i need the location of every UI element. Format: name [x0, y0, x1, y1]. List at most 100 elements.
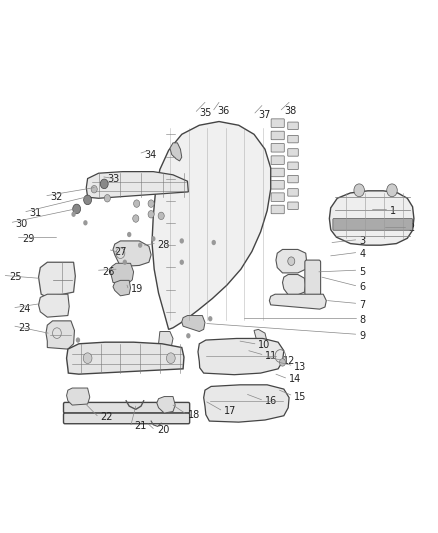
Text: 6: 6 — [359, 282, 365, 292]
Circle shape — [387, 184, 397, 197]
FancyBboxPatch shape — [333, 219, 413, 230]
Text: 28: 28 — [158, 240, 170, 250]
Circle shape — [73, 204, 81, 214]
Circle shape — [288, 257, 295, 265]
Circle shape — [76, 337, 80, 343]
Text: 3: 3 — [359, 237, 365, 246]
Circle shape — [208, 316, 212, 321]
Polygon shape — [113, 280, 131, 296]
Circle shape — [100, 179, 108, 189]
Polygon shape — [110, 263, 134, 284]
Circle shape — [279, 359, 286, 366]
Circle shape — [134, 200, 140, 207]
Polygon shape — [329, 191, 414, 245]
FancyBboxPatch shape — [64, 413, 190, 424]
Text: 21: 21 — [134, 422, 147, 431]
Text: 31: 31 — [29, 208, 42, 218]
FancyBboxPatch shape — [288, 162, 298, 169]
Text: 23: 23 — [18, 323, 31, 333]
Circle shape — [138, 243, 142, 248]
Text: 17: 17 — [224, 407, 237, 416]
Polygon shape — [254, 329, 267, 349]
FancyBboxPatch shape — [305, 260, 321, 295]
Polygon shape — [152, 122, 271, 329]
Text: 12: 12 — [283, 357, 296, 366]
FancyBboxPatch shape — [288, 122, 298, 130]
Circle shape — [83, 353, 92, 364]
Circle shape — [166, 353, 175, 364]
Polygon shape — [159, 332, 173, 351]
Text: 24: 24 — [18, 304, 31, 314]
Text: 26: 26 — [102, 267, 114, 277]
Polygon shape — [86, 172, 188, 198]
Circle shape — [127, 232, 131, 237]
Text: 4: 4 — [359, 249, 365, 259]
Text: 25: 25 — [9, 272, 21, 282]
Text: 11: 11 — [265, 351, 278, 361]
Polygon shape — [283, 274, 306, 295]
Text: 18: 18 — [188, 410, 201, 419]
Polygon shape — [269, 294, 326, 309]
FancyBboxPatch shape — [64, 402, 190, 413]
Text: 16: 16 — [265, 397, 277, 406]
Polygon shape — [113, 241, 151, 266]
Text: 22: 22 — [101, 413, 113, 422]
Polygon shape — [276, 249, 307, 273]
Circle shape — [186, 333, 191, 338]
Text: 38: 38 — [285, 107, 297, 116]
Text: 19: 19 — [131, 285, 144, 294]
Circle shape — [84, 195, 92, 205]
FancyBboxPatch shape — [271, 193, 284, 201]
Polygon shape — [198, 338, 284, 375]
Text: 1: 1 — [390, 206, 396, 215]
FancyBboxPatch shape — [271, 131, 284, 140]
Text: 29: 29 — [22, 234, 34, 244]
FancyBboxPatch shape — [288, 202, 298, 209]
Text: 35: 35 — [200, 108, 212, 118]
Circle shape — [71, 212, 76, 217]
FancyBboxPatch shape — [271, 156, 284, 164]
Text: 30: 30 — [16, 219, 28, 229]
Text: 33: 33 — [107, 174, 120, 183]
FancyBboxPatch shape — [271, 168, 284, 177]
Text: 5: 5 — [359, 267, 365, 277]
Polygon shape — [46, 321, 74, 349]
FancyBboxPatch shape — [288, 175, 298, 183]
Polygon shape — [67, 342, 184, 374]
Circle shape — [180, 260, 184, 265]
Text: 15: 15 — [294, 392, 307, 401]
Circle shape — [91, 185, 97, 193]
Text: 9: 9 — [359, 331, 365, 341]
Polygon shape — [204, 385, 289, 422]
Text: 36: 36 — [217, 107, 230, 116]
Polygon shape — [39, 262, 75, 297]
Text: 32: 32 — [50, 192, 63, 202]
Circle shape — [354, 184, 364, 197]
Text: 10: 10 — [258, 341, 271, 350]
FancyBboxPatch shape — [271, 119, 284, 127]
Circle shape — [148, 211, 154, 218]
Circle shape — [123, 260, 127, 265]
Polygon shape — [39, 294, 69, 317]
Text: 13: 13 — [294, 362, 307, 372]
Polygon shape — [170, 143, 182, 161]
Text: 2: 2 — [409, 223, 415, 233]
Circle shape — [180, 238, 184, 244]
FancyBboxPatch shape — [271, 181, 284, 189]
Polygon shape — [157, 397, 175, 413]
Text: 8: 8 — [359, 315, 365, 325]
FancyBboxPatch shape — [288, 149, 298, 156]
Polygon shape — [67, 388, 90, 405]
FancyBboxPatch shape — [271, 205, 284, 214]
Circle shape — [133, 215, 139, 222]
Circle shape — [104, 195, 110, 202]
FancyBboxPatch shape — [288, 135, 298, 143]
Text: 27: 27 — [114, 247, 127, 256]
Circle shape — [148, 200, 154, 207]
Text: 34: 34 — [145, 150, 157, 159]
Text: 7: 7 — [359, 300, 365, 310]
Text: 37: 37 — [258, 110, 271, 119]
FancyBboxPatch shape — [271, 143, 284, 152]
Circle shape — [151, 236, 155, 241]
Circle shape — [212, 240, 216, 245]
